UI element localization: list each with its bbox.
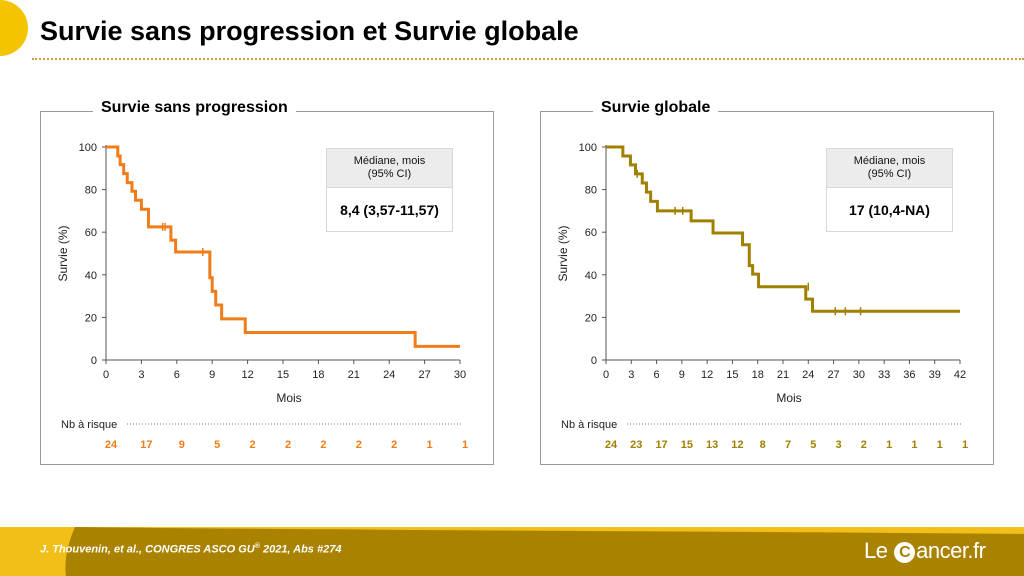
citation: J. Thouvenin, et al., CONGRES ASCO GU® 2… [40, 543, 341, 556]
risk-count: 5 [214, 439, 220, 451]
risk-count: 2 [285, 439, 291, 451]
risk-label: Nb à risque [61, 419, 117, 431]
footer-band [0, 527, 1024, 576]
x-tick-label: 33 [878, 369, 890, 381]
y-tick-label: 0 [91, 355, 97, 367]
x-tick-label: 6 [654, 369, 660, 381]
x-tick-label: 0 [603, 369, 609, 381]
x-tick-label: 9 [679, 369, 685, 381]
risk-count: 23 [630, 439, 642, 451]
x-tick-label: 6 [174, 369, 180, 381]
pfs-median-header-line2: (95% CI) [367, 168, 412, 180]
os-median-value: 17 (10,4-NA) [849, 201, 930, 218]
x-tick-label: 15 [726, 369, 738, 381]
pfs-median-header: Médiane, mois (95% CI) [327, 149, 452, 188]
risk-count: 1 [427, 439, 433, 451]
os-panel-title: Survie globale [593, 99, 719, 117]
y-tick-label: 80 [85, 185, 97, 197]
x-axis-label: Mois [776, 391, 801, 405]
x-tick-label: 18 [752, 369, 764, 381]
y-tick-label: 20 [85, 312, 97, 324]
risk-label: Nb à risque [561, 419, 617, 431]
risk-count: 15 [681, 439, 693, 451]
x-tick-label: 36 [903, 369, 915, 381]
citation-registered-mark: ® [254, 543, 260, 550]
x-tick-label: 3 [138, 369, 144, 381]
risk-count: 1 [886, 439, 892, 451]
risk-count: 13 [706, 439, 718, 451]
x-tick-label: 15 [277, 369, 289, 381]
citation-tail: 2021, Abs #274 [259, 543, 342, 556]
os-panel: Survie globale 0 20 40 60 80 100 0 3 6 9 12 15 18 21 2… [540, 99, 994, 465]
x-tick-label: 18 [312, 369, 324, 381]
y-axis-label: Survie (%) [556, 225, 570, 281]
x-tick-label: 39 [929, 369, 941, 381]
risk-count: 17 [140, 439, 152, 451]
x-tick-label: 21 [777, 369, 789, 381]
risk-count: 1 [911, 439, 917, 451]
pfs-panel: Survie sans progression 0 20 40 60 80 100 0 3 6 9… [40, 99, 494, 465]
x-tick-label: 42 [954, 369, 966, 381]
x-tick-label: 27 [827, 369, 839, 381]
km-curve [606, 145, 960, 313]
risk-count: 24 [105, 439, 118, 451]
x-tick-label: 21 [348, 369, 360, 381]
logo-ancer: ancer.fr [916, 538, 986, 563]
os-median-header: Médiane, mois (95% CI) [827, 149, 952, 188]
title-divider [32, 58, 1024, 60]
citation-main: J. Thouvenin, et al., CONGRES ASCO GU [40, 543, 255, 556]
x-tick-label: 0 [103, 369, 109, 381]
brand-corner-circle [0, 0, 28, 56]
pfs-median-header-line1: Médiane, mois [353, 155, 426, 167]
risk-count: 2 [250, 439, 256, 451]
logo-le: Le [864, 538, 888, 563]
slide-title: Survie sans progression et Survie global… [40, 16, 579, 46]
x-tick-label: 24 [383, 369, 395, 381]
x-tick-label: 27 [418, 369, 430, 381]
y-tick-label: 60 [585, 227, 597, 239]
y-tick-label: 0 [591, 355, 597, 367]
risk-count: 1 [962, 439, 968, 451]
os-median-header-line2: (95% CI) [867, 168, 912, 180]
risk-count: 1 [937, 439, 943, 451]
x-tick-label: 24 [802, 369, 814, 381]
x-tick-label: 3 [628, 369, 634, 381]
y-tick-label: 100 [79, 142, 97, 154]
risk-count: 2 [320, 439, 326, 451]
risk-count: 1 [462, 439, 468, 451]
x-tick-label: 9 [209, 369, 215, 381]
risk-count: 8 [760, 439, 766, 451]
risk-count: 9 [179, 439, 185, 451]
y-tick-label: 40 [85, 270, 97, 282]
y-tick-label: 20 [585, 312, 597, 324]
x-tick-label: 30 [454, 369, 466, 381]
x-tick-label: 30 [853, 369, 865, 381]
x-axis-label: Mois [276, 391, 301, 405]
x-tick-label: 12 [241, 369, 253, 381]
os-median-header-line1: Médiane, mois [853, 155, 926, 167]
os-median-box: Médiane, mois (95% CI) 17 (10,4-NA) [826, 148, 953, 232]
risk-count: 24 [605, 439, 618, 451]
y-tick-label: 40 [585, 270, 597, 282]
x-tick-label: 12 [701, 369, 713, 381]
pfs-median-value: 8,4 (3,57-11,57) [340, 201, 439, 218]
pfs-panel-title: Survie sans progression [93, 99, 296, 117]
risk-count: 7 [785, 439, 791, 451]
pfs-median-box: Médiane, mois (95% CI) 8,4 (3,57-11,57) [326, 148, 453, 232]
risk-count: 2 [861, 439, 867, 451]
y-tick-label: 80 [585, 185, 597, 197]
risk-count: 3 [836, 439, 842, 451]
risk-count: 5 [810, 439, 816, 451]
y-tick-label: 100 [579, 142, 597, 154]
risk-count: 2 [356, 439, 362, 451]
risk-count: 12 [731, 439, 743, 451]
y-axis-label: Survie (%) [56, 225, 70, 281]
risk-count: 2 [391, 439, 397, 451]
y-tick-label: 60 [85, 227, 97, 239]
risk-count: 17 [655, 439, 667, 451]
logo-c-circle: C [894, 542, 916, 563]
